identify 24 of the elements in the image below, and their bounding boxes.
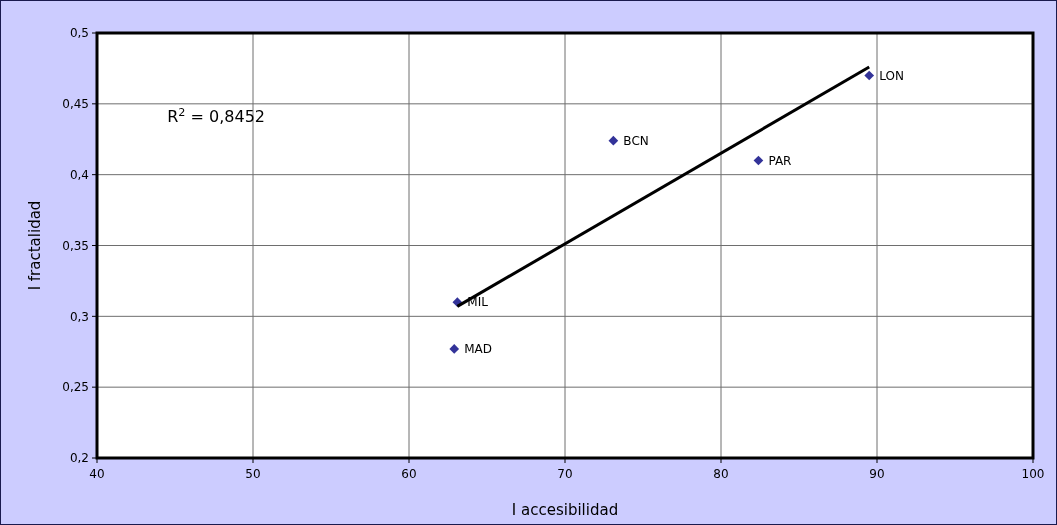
y-axis-title: I fractalidad [26, 200, 44, 291]
y-tick-label: 0,5 [69, 26, 89, 41]
annotation: PAR [768, 153, 792, 168]
point [449, 344, 460, 354]
x-tick-label: 100 [1021, 467, 1045, 481]
annotation: BCN [623, 133, 649, 148]
x-tick-label: 90 [869, 467, 885, 481]
point [608, 135, 619, 146]
y-tick-label: 0,3 [69, 309, 89, 324]
y-tick-label: 0,45 [62, 97, 89, 112]
annotation: MAD [464, 342, 493, 357]
x-tick-label: 50 [245, 467, 261, 481]
x-axis-title: I accesibilidad [511, 501, 619, 519]
x-tick-label: 60 [401, 467, 417, 481]
annotation: R$^{2}$ = 0,8452 [167, 105, 266, 127]
x-tick-label: 40 [89, 467, 105, 481]
y-tick-label: 0,25 [62, 380, 89, 395]
annotation: LON [879, 68, 904, 83]
y-tick-label: 0,4 [69, 167, 89, 182]
y-tick-label: 0,2 [69, 451, 89, 466]
point [864, 70, 875, 81]
y-tick-label: 0,35 [62, 238, 89, 253]
x-tick-label: 80 [713, 467, 729, 481]
x-tick-label: 70 [557, 467, 573, 481]
